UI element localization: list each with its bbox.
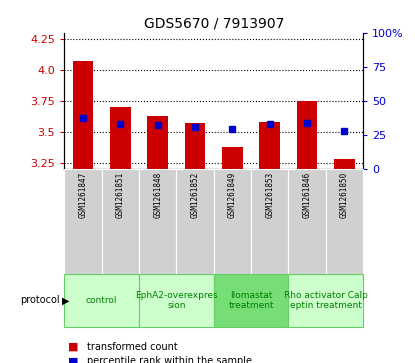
Text: control: control (86, 296, 117, 305)
Text: GSM1261852: GSM1261852 (190, 172, 200, 218)
Text: GSM1261849: GSM1261849 (228, 172, 237, 218)
Text: Ilomastat
treatment: Ilomastat treatment (228, 291, 274, 310)
Bar (222, 147, 243, 169)
Bar (334, 159, 355, 169)
Text: GSM1261850: GSM1261850 (340, 172, 349, 218)
Bar (326, 169, 363, 274)
Bar (64, 274, 139, 327)
Bar (251, 169, 288, 274)
Text: GSM1261853: GSM1261853 (265, 172, 274, 218)
Text: GSM1261848: GSM1261848 (153, 172, 162, 218)
Text: ■: ■ (68, 356, 79, 363)
Text: GSM1261846: GSM1261846 (303, 172, 312, 218)
Bar (259, 122, 280, 169)
Text: transformed count: transformed count (87, 342, 178, 352)
Bar (64, 169, 102, 274)
Bar (288, 169, 326, 274)
Text: GSM1261847: GSM1261847 (78, 172, 88, 218)
Bar (139, 274, 214, 327)
Title: GDS5670 / 7913907: GDS5670 / 7913907 (144, 16, 284, 30)
Bar (185, 123, 205, 169)
Bar (73, 61, 93, 169)
Bar (139, 169, 176, 274)
Bar (176, 169, 214, 274)
Bar (214, 169, 251, 274)
Bar (297, 101, 317, 169)
Bar (214, 274, 288, 327)
Text: GSM1261851: GSM1261851 (116, 172, 125, 218)
Bar (110, 107, 131, 169)
Text: percentile rank within the sample: percentile rank within the sample (87, 356, 252, 363)
Bar (288, 274, 363, 327)
Text: ■: ■ (68, 342, 79, 352)
Text: Rho activator Calp
eptin treatment: Rho activator Calp eptin treatment (284, 291, 368, 310)
Bar (147, 115, 168, 169)
Bar (102, 169, 139, 274)
Text: ▶: ▶ (62, 295, 70, 305)
Text: protocol: protocol (21, 295, 60, 305)
Text: EphA2-overexpres
sion: EphA2-overexpres sion (135, 291, 218, 310)
